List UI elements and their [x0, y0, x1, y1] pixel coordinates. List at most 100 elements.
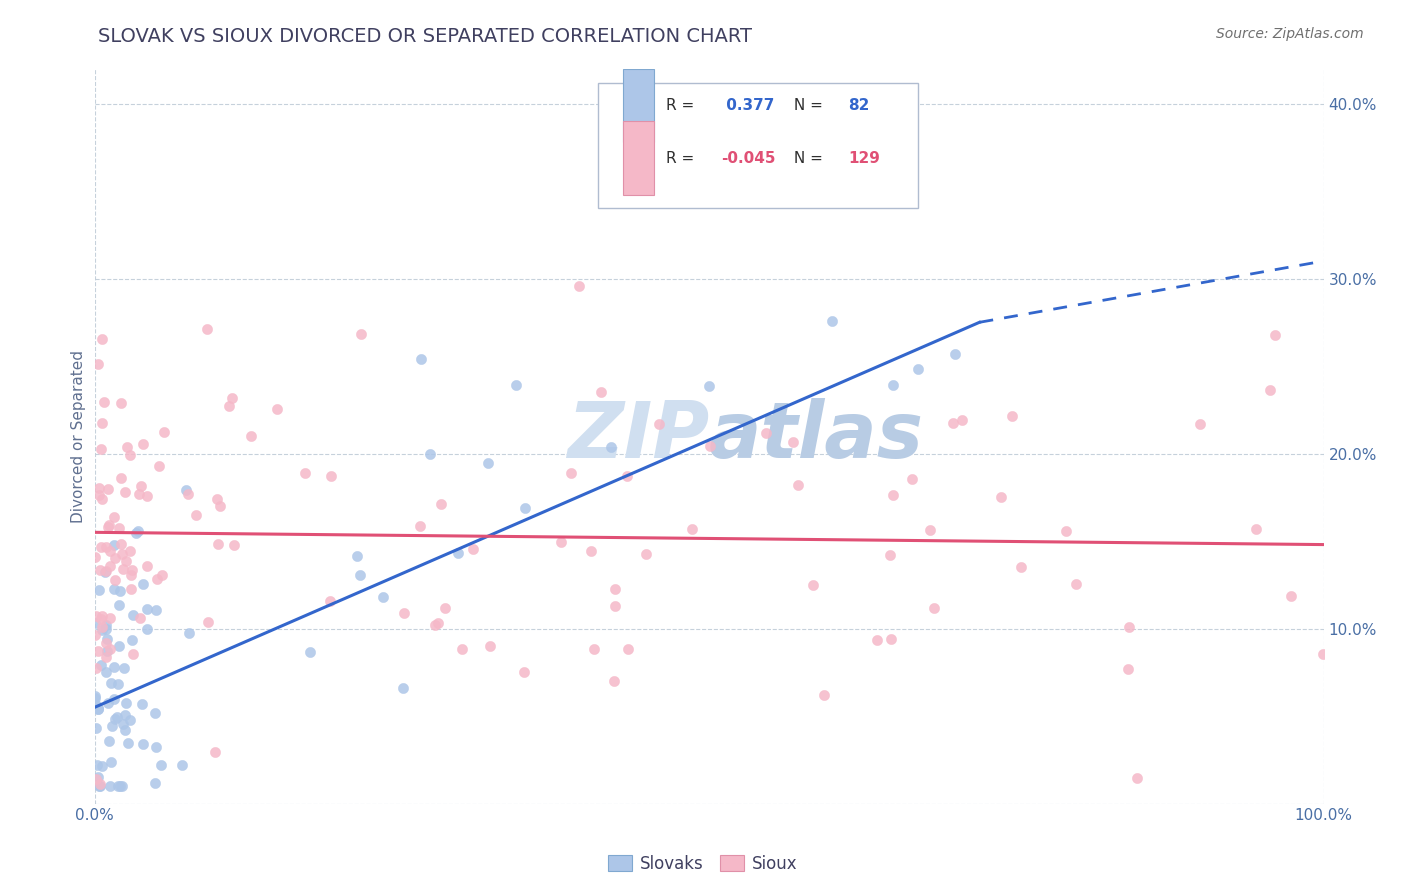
Point — [87, 770, 110, 784]
Point — [425, 618, 447, 632]
Point — [118, 448, 141, 462]
Point — [184, 508, 207, 523]
Point — [477, 456, 499, 470]
Point — [98, 543, 121, 558]
Point — [87, 583, 110, 598]
Point — [103, 510, 125, 524]
Point — [84, 689, 107, 703]
Point — [879, 549, 901, 563]
Point — [117, 736, 139, 750]
Point — [108, 584, 131, 599]
Point — [1258, 383, 1281, 397]
Point — [114, 707, 136, 722]
Point — [83, 550, 105, 565]
Point — [112, 717, 135, 731]
Point — [96, 632, 118, 647]
Point — [1264, 327, 1286, 342]
Point — [409, 518, 432, 533]
Point — [266, 401, 288, 416]
Point — [87, 481, 110, 495]
Point — [84, 772, 107, 786]
Point — [143, 776, 166, 790]
Point — [96, 665, 118, 679]
Point — [128, 487, 150, 501]
Point — [122, 607, 145, 622]
Point — [86, 357, 108, 371]
Point — [990, 491, 1012, 505]
Point — [89, 777, 111, 791]
Point — [91, 416, 114, 430]
Point — [94, 622, 117, 636]
Point — [505, 378, 527, 392]
Point — [94, 565, 117, 579]
Point — [1312, 647, 1334, 661]
Y-axis label: Divorced or Separated: Divorced or Separated — [72, 350, 86, 523]
Point — [118, 544, 141, 558]
Point — [513, 500, 536, 515]
Point — [87, 488, 110, 502]
Point — [146, 572, 169, 586]
Text: 82: 82 — [848, 98, 869, 112]
Text: 129: 129 — [848, 151, 880, 166]
Point — [603, 599, 626, 614]
Point — [409, 352, 432, 367]
Point — [86, 721, 108, 735]
Point — [111, 547, 134, 561]
Point — [94, 540, 117, 554]
Point — [697, 379, 720, 393]
Point — [104, 712, 127, 726]
Point — [136, 602, 159, 616]
Point — [579, 544, 602, 558]
Point — [880, 632, 903, 646]
Point — [550, 535, 572, 549]
Point — [127, 524, 149, 538]
Point — [427, 616, 450, 631]
Point — [98, 518, 121, 533]
Point — [103, 538, 125, 552]
Point — [699, 439, 721, 453]
Point — [90, 541, 112, 555]
Point — [96, 644, 118, 658]
Point — [107, 599, 129, 613]
Text: R =: R = — [666, 151, 699, 166]
Legend: Slovaks, Sioux: Slovaks, Sioux — [602, 848, 804, 880]
Point — [107, 521, 129, 535]
Text: N =: N = — [789, 98, 828, 112]
Point — [1001, 409, 1024, 423]
Point — [942, 416, 965, 430]
Point — [84, 661, 107, 675]
Text: R =: R = — [666, 98, 699, 112]
Point — [900, 472, 922, 486]
Point — [782, 434, 804, 449]
Point — [93, 395, 115, 409]
Point — [582, 641, 605, 656]
Point — [1010, 560, 1032, 574]
Point — [89, 779, 111, 793]
Point — [1244, 522, 1267, 536]
Point — [112, 562, 135, 576]
Point — [145, 603, 167, 617]
Point — [207, 491, 229, 506]
Point — [96, 636, 118, 650]
Point — [132, 437, 155, 451]
Point — [110, 470, 132, 484]
Point — [152, 425, 174, 440]
Point — [478, 639, 501, 653]
Point — [90, 491, 112, 506]
Point — [787, 478, 810, 492]
Point — [208, 499, 231, 513]
Point — [90, 612, 112, 626]
Point — [96, 650, 118, 665]
Point — [221, 391, 243, 405]
Point — [1118, 620, 1140, 634]
Point — [589, 384, 612, 399]
Point — [392, 681, 415, 695]
Point — [907, 361, 929, 376]
Point — [346, 549, 368, 563]
Point — [882, 488, 904, 502]
Point — [1064, 577, 1087, 591]
Point — [132, 737, 155, 751]
Point — [801, 578, 824, 592]
Point — [110, 779, 132, 793]
Point — [131, 697, 153, 711]
